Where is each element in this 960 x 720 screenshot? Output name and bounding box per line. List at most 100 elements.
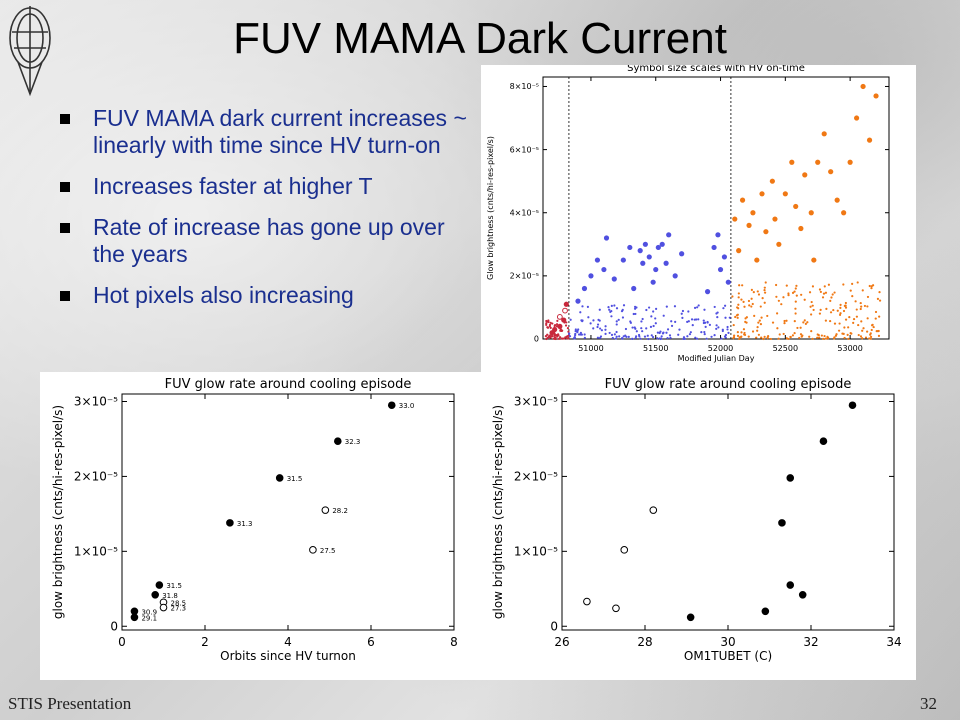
- data-point-small: [777, 299, 780, 302]
- data-point-small: [791, 291, 795, 294]
- data-point-small: [810, 300, 813, 304]
- data-point-small: [647, 337, 650, 341]
- data-point-small: [794, 312, 797, 315]
- data-point-small: [686, 335, 689, 338]
- data-point-small: [549, 326, 552, 329]
- data-point-small: [726, 325, 729, 329]
- data-point-small: [641, 330, 644, 333]
- x-axis-label: Modified Julian Day: [678, 354, 755, 363]
- data-point-small: [743, 333, 747, 337]
- glow-vs-temperature-chart: FUV glow rate around cooling episode 26 28…: [491, 377, 902, 663]
- data-point-small: [655, 307, 658, 310]
- data-point: [309, 546, 317, 554]
- y-tick-label: 0: [110, 619, 118, 633]
- data-point-small: [577, 333, 581, 336]
- data-point-small: [859, 307, 862, 311]
- data-point-small: [581, 320, 584, 323]
- data-point: [594, 257, 601, 263]
- data-point-small: [624, 327, 628, 331]
- data-point-small: [604, 332, 607, 335]
- data-point-small: [652, 324, 655, 328]
- data-point-small: [715, 327, 718, 330]
- data-point-small: [720, 337, 723, 340]
- data-point-small: [662, 331, 665, 334]
- x-tick-label: 53000: [837, 344, 862, 353]
- data-point-small: [650, 315, 653, 318]
- data-point: [754, 257, 760, 263]
- data-point-small: [744, 320, 747, 323]
- data-point-small: [670, 324, 674, 327]
- data-point-small: [818, 336, 821, 339]
- data-point-small: [706, 320, 709, 324]
- data-point-small: [829, 311, 833, 314]
- data-point-small: [829, 299, 832, 302]
- data-point-small: [700, 331, 703, 334]
- chart-title: FUV glow rate around cooling episode: [605, 377, 852, 392]
- data-point-small: [833, 322, 837, 325]
- y-tick-label: 1×10⁻⁵: [74, 544, 118, 558]
- data-point-small: [747, 335, 750, 338]
- data-point-small: [847, 337, 850, 341]
- data-point: [815, 159, 821, 165]
- data-point: [653, 266, 659, 273]
- data-point-small: [838, 313, 842, 316]
- data-point-small: [757, 321, 760, 324]
- data-point: [631, 285, 637, 292]
- data-point-small: [833, 291, 836, 294]
- data-point-small: [866, 330, 869, 333]
- data-point-small: [866, 317, 869, 320]
- data-point-small: [789, 335, 792, 339]
- data-point-small: [704, 325, 707, 328]
- data-point-small: [846, 333, 849, 337]
- data-point: [704, 289, 711, 295]
- data-point-small: [751, 330, 755, 333]
- data-point: [637, 248, 643, 254]
- data-point-small: [637, 333, 641, 337]
- data-point-small: [848, 316, 851, 319]
- data-point-small: [736, 306, 739, 309]
- data-point-small: [808, 291, 812, 294]
- data-point-small: [645, 308, 648, 312]
- data-point: [789, 159, 795, 165]
- data-point-small: [818, 312, 821, 315]
- data-point: [717, 266, 724, 273]
- data-label: 29.1: [141, 614, 157, 622]
- data-point-open: [556, 314, 563, 320]
- data-point-small: [778, 333, 781, 336]
- data-point-small: [651, 335, 655, 339]
- data-point-small: [830, 296, 833, 299]
- data-point-small: [800, 293, 803, 296]
- data-point: [334, 437, 342, 445]
- data-point-small: [849, 289, 852, 292]
- data-point-small: [795, 294, 798, 297]
- data-point-small: [713, 334, 716, 337]
- data-point: [679, 251, 685, 257]
- data-point: [151, 590, 159, 599]
- data-point-small: [742, 328, 746, 331]
- data-point-small: [646, 334, 649, 337]
- data-point-small: [552, 337, 555, 340]
- data-point: [746, 222, 752, 228]
- data-point-small: [555, 334, 558, 337]
- data-point-small: [604, 325, 607, 328]
- data-point-small: [545, 337, 548, 341]
- data-point: [811, 257, 817, 263]
- data-point: [159, 603, 168, 612]
- data-point-small: [545, 319, 548, 323]
- data-point-small: [598, 308, 601, 311]
- data-point: [732, 216, 738, 222]
- data-point-small: [600, 329, 603, 332]
- data-point-small: [551, 322, 554, 325]
- x-tick-label: 6: [367, 635, 375, 649]
- data-point-small: [852, 317, 856, 321]
- data-point-small: [702, 321, 705, 325]
- data-point-small: [568, 335, 572, 338]
- data-point-small: [561, 337, 564, 340]
- data-point-small: [780, 303, 783, 306]
- data-point-small: [715, 324, 718, 327]
- data-point-small: [745, 316, 748, 319]
- data-point-small: [666, 336, 669, 340]
- data-point-small: [748, 304, 751, 307]
- slide-title: FUV MAMA Dark Current: [233, 14, 727, 63]
- data-point-small: [812, 308, 815, 312]
